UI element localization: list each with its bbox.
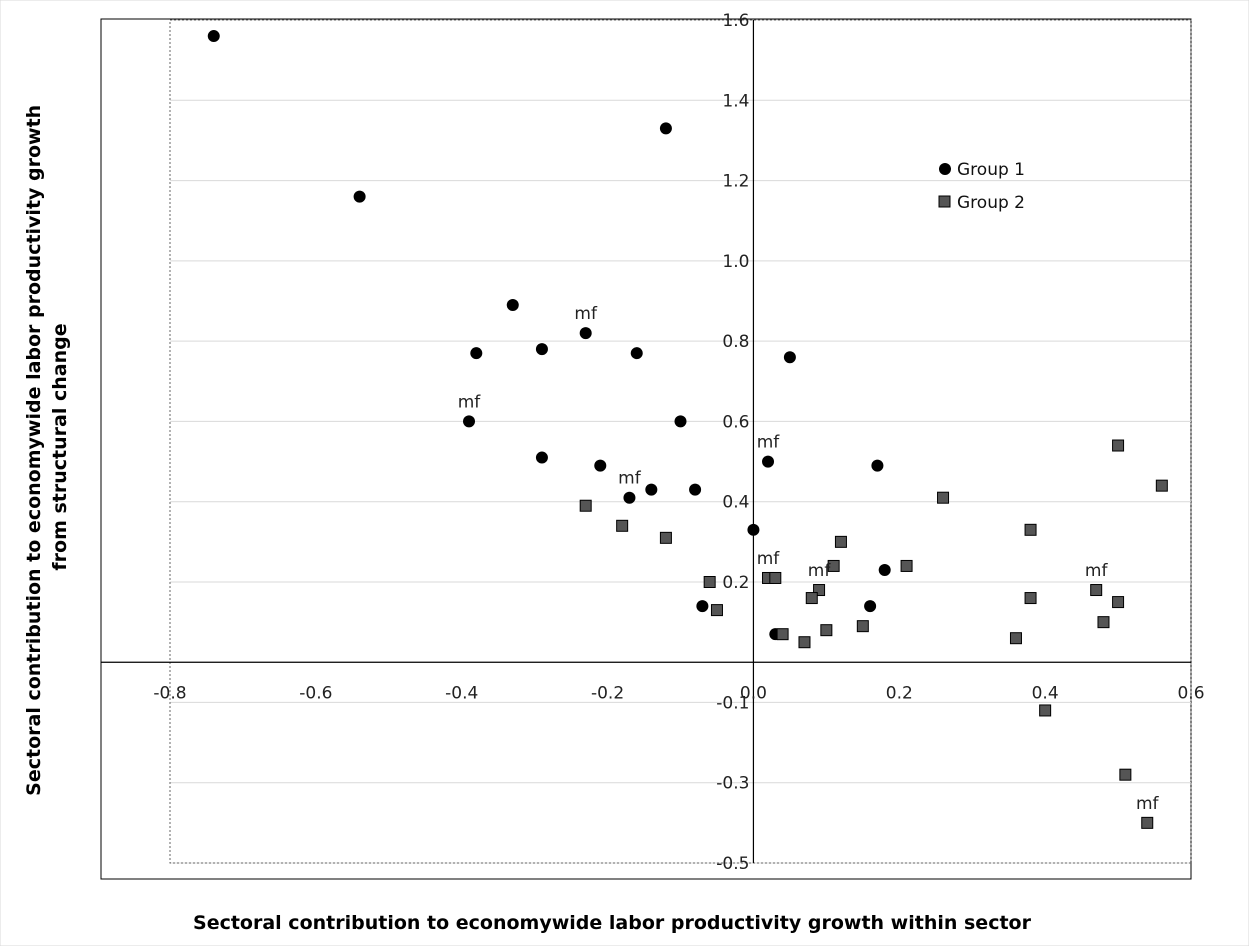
point-group-2	[834, 535, 847, 548]
x-tick-labels: -0.8 -0.6 -0.4 -0.2 0.0 0.2 0.4 0.6	[153, 683, 1204, 703]
point-group-2	[703, 576, 716, 588]
y-tick-label: -0.3	[716, 774, 749, 794]
point-group-2	[900, 559, 913, 572]
point-group-1	[674, 415, 687, 428]
y-tick-label: 0.8	[722, 332, 749, 352]
point-group-2	[820, 624, 833, 637]
point-group-1	[747, 523, 760, 536]
point-group-1	[207, 30, 220, 43]
y-axis-label-line-2: from structural change	[49, 323, 71, 570]
y-tick-label: 1.4	[722, 91, 749, 111]
y-tick-label: -0.1	[716, 693, 749, 713]
point-group-1	[659, 122, 672, 135]
point-group-1	[535, 343, 548, 356]
point-group-2	[827, 559, 840, 572]
data-points	[207, 30, 1168, 829]
point-group-1	[864, 600, 877, 613]
point-group-2	[1119, 768, 1132, 781]
y-axis-label: Sectoral contribution to economywide lab…	[23, 98, 71, 796]
annotation-label: mf	[1085, 561, 1109, 581]
legend-label-group-1: Group 1	[957, 160, 1025, 180]
x-tick-label: 0.4	[1032, 683, 1059, 703]
x-tick-label: 0.6	[1177, 683, 1204, 703]
point-group-1	[506, 299, 519, 312]
point-group-1	[353, 190, 366, 203]
point-group-2	[937, 491, 950, 504]
annotation-label: mf	[458, 392, 482, 412]
point-group-1	[535, 451, 548, 464]
point-group-2	[1039, 704, 1052, 717]
point-group-2	[1112, 439, 1125, 452]
y-tick-labels: -0.5 -0.3 -0.1 0.2 0.4 0.6 0.8 1.0 1.2 1.4 1.6	[716, 11, 749, 874]
legend-marker-group-2	[938, 195, 951, 208]
point-group-2	[798, 636, 811, 649]
legend-marker-group-1	[939, 163, 951, 175]
gridlines	[170, 19, 1191, 864]
point-group-2	[1097, 616, 1110, 629]
annotation-label: mf	[1136, 794, 1160, 814]
annotations: mf mf mf mf mf mf mf mf	[458, 304, 1160, 814]
point-group-1	[878, 563, 891, 576]
point-group-2	[1009, 632, 1022, 645]
y-tick-label: 0.6	[722, 412, 749, 432]
point-group-2	[813, 584, 826, 597]
point-group-1	[594, 459, 607, 472]
point-group-2	[856, 620, 869, 633]
legend-label-group-2: Group 2	[957, 193, 1025, 213]
x-tick-label: 0.2	[886, 683, 913, 703]
point-group-1	[645, 483, 658, 496]
point-group-1	[463, 415, 476, 428]
point-group-2	[1112, 596, 1125, 609]
point-group-1	[623, 491, 636, 504]
point-group-1	[579, 327, 592, 340]
x-tick-label: 0.0	[740, 683, 767, 703]
x-tick-label: -0.4	[445, 683, 478, 703]
point-group-1	[783, 351, 796, 364]
point-group-2	[1155, 479, 1168, 492]
y-tick-label: 1.6	[722, 11, 749, 31]
y-tick-label: 0.4	[722, 493, 749, 513]
annotation-label: mf	[757, 549, 781, 569]
annotation-label: mf	[574, 304, 598, 324]
plot-area-border	[100, 18, 1192, 880]
annotation-label: mf	[618, 469, 642, 489]
y-tick-label: 1.2	[722, 172, 749, 192]
point-group-1	[871, 459, 884, 472]
point-group-2	[616, 519, 629, 532]
point-group-1	[630, 347, 643, 360]
annotation-label: mf	[808, 561, 832, 581]
point-group-2	[776, 628, 789, 641]
point-group-2	[1024, 592, 1037, 605]
y-tick-label: 0.2	[722, 573, 749, 593]
point-group-1	[762, 455, 775, 468]
point-group-2	[1024, 523, 1037, 536]
x-tick-label: -0.2	[591, 683, 624, 703]
point-group-2	[805, 592, 818, 605]
x-axis-label: Sectoral contribution to economywide lab…	[193, 912, 1032, 934]
y-tick-label: 1.0	[722, 252, 749, 272]
point-group-2	[769, 571, 782, 584]
y-axis-label-line-1: Sectoral contribution to economywide lab…	[23, 105, 45, 796]
point-group-2	[659, 531, 672, 544]
x-tick-label: -0.6	[299, 683, 332, 703]
point-group-1	[689, 483, 702, 496]
legend: Group 1 Group 2	[938, 160, 1025, 213]
axes	[101, 20, 1191, 863]
point-group-2	[1141, 816, 1154, 829]
point-group-1	[470, 347, 483, 360]
point-group-1	[696, 600, 709, 613]
y-tick-label: -0.5	[716, 854, 749, 874]
x-tick-label: -0.8	[153, 683, 186, 703]
annotation-label: mf	[757, 433, 781, 453]
point-group-2	[1090, 584, 1103, 597]
point-group-2	[710, 604, 723, 617]
point-group-2	[579, 499, 592, 512]
